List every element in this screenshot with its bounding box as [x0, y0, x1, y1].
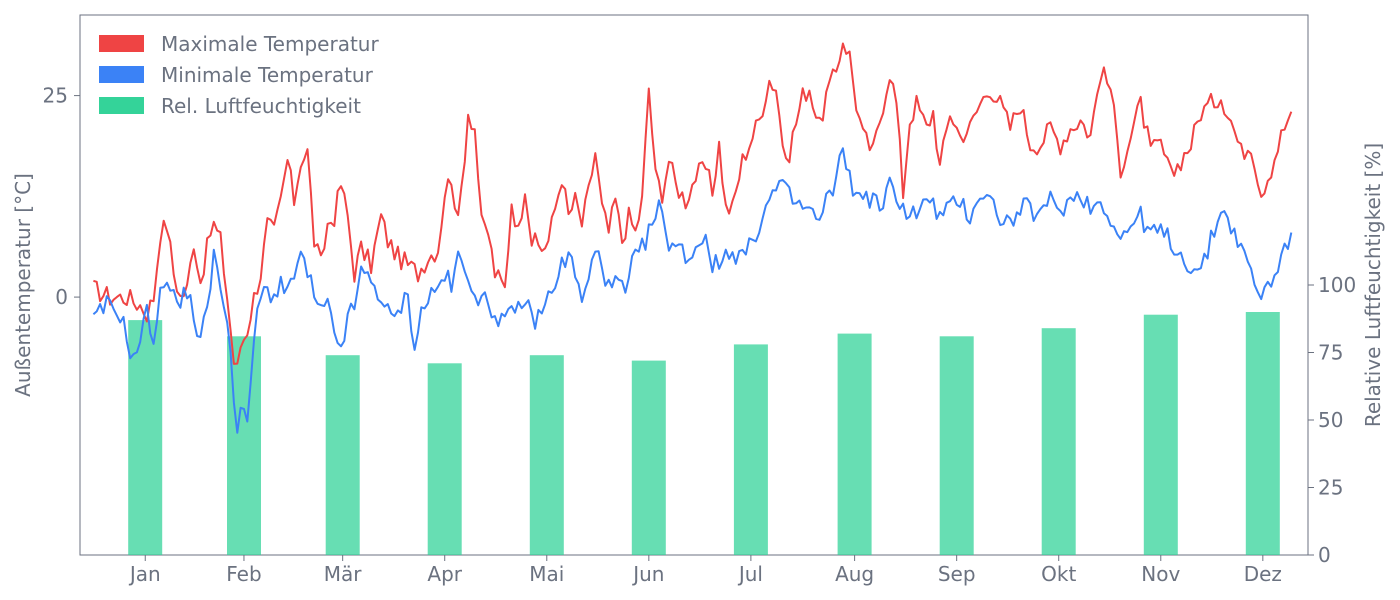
legend-swatch-max	[99, 35, 144, 52]
legend: Maximale Temperatur Minimale Temperatur …	[99, 32, 379, 118]
humidity-bars	[128, 312, 1280, 555]
y-left-tick-label: 25	[43, 84, 68, 108]
legend-swatch-humidity	[99, 97, 144, 114]
x-tick-label: Dez	[1244, 562, 1282, 586]
humidity-bar-Jun	[631, 360, 666, 555]
x-tick-label: Jan	[128, 562, 161, 586]
y-right-tick-label: 100	[1318, 273, 1356, 297]
y-right-tick-label: 50	[1318, 408, 1343, 432]
legend-label-humidity: Rel. Luftfeuchtigkeit	[161, 94, 361, 118]
humidity-bar-Nov	[1143, 314, 1178, 555]
legend-swatch-min	[99, 66, 144, 83]
y-right-tick-label: 0	[1318, 543, 1331, 567]
y-axis-left: 0 25	[43, 84, 80, 309]
x-tick-label: Okt	[1041, 562, 1076, 586]
x-tick-label: Feb	[226, 562, 261, 586]
y-right-tick-label: 25	[1318, 476, 1343, 500]
y-axis-left-title: Außentemperatur [°C]	[11, 173, 35, 397]
humidity-bar-Sep	[939, 336, 974, 555]
temperature-lines	[92, 42, 1293, 434]
x-tick-label: Mär	[324, 562, 363, 586]
humidity-bar-Mär	[325, 355, 360, 555]
legend-label-max: Maximale Temperatur	[161, 32, 379, 56]
humidity-bar-Okt	[1041, 328, 1076, 555]
legend-label-min: Minimale Temperatur	[161, 63, 374, 87]
x-tick-label: Aug	[835, 562, 874, 586]
humidity-bar-Dez	[1245, 312, 1280, 555]
x-tick-label: Sep	[938, 562, 976, 586]
x-tick-label: Nov	[1141, 562, 1180, 586]
humidity-bar-Aug	[837, 333, 872, 555]
plot-area	[79, 14, 1309, 556]
x-tick-label: Jul	[737, 562, 763, 586]
y-right-tick-label: 75	[1318, 341, 1343, 365]
humidity-bar-Mai	[529, 355, 564, 555]
x-tick-label: Jun	[631, 562, 664, 586]
y-left-tick-label: 0	[55, 285, 68, 309]
y-axis-right: 0 25 50 75 100	[1308, 273, 1356, 567]
min-temperature-line	[92, 147, 1293, 434]
humidity-bar-Jul	[733, 344, 768, 555]
max-temperature-line	[93, 42, 1293, 365]
humidity-bar-Apr	[427, 363, 462, 555]
x-tick-label: Apr	[427, 562, 462, 586]
humidity-bar-Jan	[128, 320, 163, 555]
x-axis: Jan Feb Mär Apr Mai Jun Jul Aug Sep Okt Nov Dez	[128, 555, 1282, 586]
x-tick-label: Mai	[529, 562, 564, 586]
y-axis-right-title: Relative Luftfeuchtigkeit [%]	[1361, 143, 1385, 427]
